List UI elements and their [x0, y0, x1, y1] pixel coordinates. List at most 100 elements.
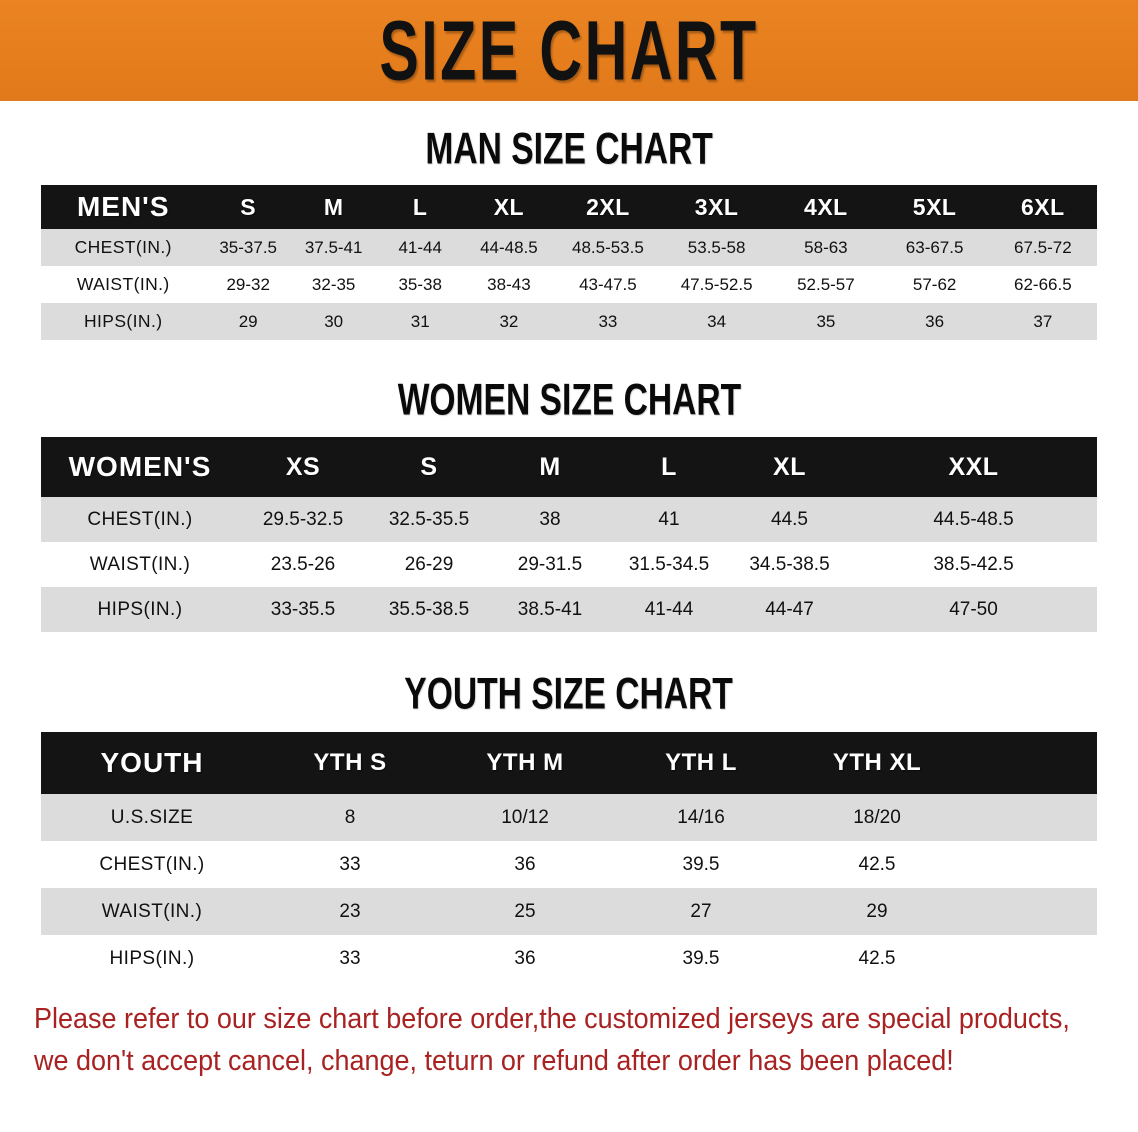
- man-chest-3xl: 53.5-58: [687, 237, 746, 257]
- youth-table-header-row: YOUTH YTH S YTH M YTH L YTH XL: [41, 732, 1097, 794]
- man-size-table: MEN'S S M L XL 2XL 3XL 4XL 5XL 6XL CHEST…: [41, 185, 1097, 340]
- man-hips-3xl: 34: [707, 311, 727, 331]
- youth-chest-m: 36: [514, 853, 536, 875]
- youth-chest-empty: [965, 841, 1097, 888]
- man-col-header-2xl: 2XL: [586, 193, 630, 220]
- youth-corner-label: YOUTH: [100, 747, 204, 778]
- man-chest-6xl: 67.5-72: [1014, 237, 1072, 257]
- man-section-title-text: MAN SIZE CHART: [425, 124, 713, 174]
- man-waist-2xl: 43-47.5: [579, 274, 637, 294]
- man-waist-l: 35-38: [398, 274, 442, 294]
- man-waist-6xl: 62-66.5: [1014, 274, 1072, 294]
- women-chest-xs: 29.5-32.5: [262, 508, 344, 530]
- women-col-header-l: L: [661, 452, 677, 481]
- return-policy-note-line2: we don't accept cancel, change, teturn o…: [34, 1045, 954, 1078]
- women-row-label-waist: WAIST(IN.): [89, 553, 191, 575]
- youth-row-label-hips: HIPS(IN.): [109, 947, 195, 969]
- man-col-header-6xl: 6XL: [1021, 193, 1065, 220]
- women-hips-s: 35.5-38.5: [388, 598, 470, 620]
- table-row: WAIST(IN.) 23 25 27 29: [41, 888, 1097, 935]
- women-waist-xs: 23.5-26: [270, 553, 336, 575]
- man-col-header-3xl: 3XL: [694, 193, 739, 220]
- man-chest-5xl: 63-67.5: [905, 237, 964, 257]
- women-row-label-chest: CHEST(IN.): [87, 508, 193, 530]
- table-row: CHEST(IN.) 35-37.5 37.5-41 41-44 44-48.5…: [41, 229, 1097, 266]
- youth-waist-s: 23: [339, 900, 361, 922]
- women-size-table: WOMEN'S XS S M L XL XXL CHEST(IN.) 29.5-…: [41, 437, 1097, 632]
- youth-col-header-m: YTH M: [486, 749, 564, 776]
- man-table-header-row: MEN'S S M L XL 2XL 3XL 4XL 5XL 6XL: [41, 185, 1097, 229]
- youth-chest-l: 39.5: [682, 853, 720, 875]
- table-row: HIPS(IN.) 33-35.5 35.5-38.5 38.5-41 41-4…: [41, 587, 1097, 632]
- man-chest-s: 35-37.5: [219, 237, 278, 257]
- man-waist-3xl: 47.5-52.5: [680, 274, 753, 294]
- man-waist-xl: 38-43: [487, 274, 531, 294]
- man-chest-2xl: 48.5-53.5: [571, 237, 644, 257]
- women-waist-s: 26-29: [404, 553, 454, 575]
- man-hips-l: 31: [410, 311, 430, 331]
- man-hips-5xl: 36: [925, 311, 945, 331]
- women-waist-m: 29-31.5: [517, 553, 583, 575]
- return-policy-note-line1: Please refer to our size chart before or…: [34, 1003, 1070, 1035]
- man-chest-l: 41-44: [398, 237, 442, 257]
- youth-col-header-s: YTH S: [313, 749, 387, 776]
- youth-col-header-xl: YTH XL: [832, 749, 922, 776]
- youth-chest-xl: 42.5: [858, 853, 896, 875]
- youth-size-table: YOUTH YTH S YTH M YTH L YTH XL U.S.SIZE …: [41, 732, 1097, 982]
- table-row: CHEST(IN.) 33 36 39.5 42.5: [41, 841, 1097, 888]
- women-chest-xl: 44.5: [771, 508, 808, 530]
- women-hips-xl: 44-47: [765, 598, 814, 620]
- man-hips-s: 29: [238, 311, 258, 331]
- youth-waist-empty: [965, 888, 1097, 935]
- women-col-header-m: M: [539, 452, 561, 481]
- women-chest-xxl: 44.5-48.5: [933, 508, 1014, 530]
- man-section-title: MAN SIZE CHART: [0, 124, 1138, 174]
- youth-chest-s: 33: [339, 853, 361, 875]
- women-corner-label: WOMEN'S: [68, 451, 212, 482]
- man-hips-2xl: 33: [598, 311, 618, 331]
- man-row-label-hips: HIPS(IN.): [83, 311, 163, 331]
- youth-waist-l: 27: [690, 900, 712, 922]
- table-row: WAIST(IN.) 29-32 32-35 35-38 38-43 43-47…: [41, 266, 1097, 303]
- table-row: U.S.SIZE 8 10/12 14/16 18/20: [41, 794, 1097, 841]
- women-hips-xxl: 47-50: [949, 598, 998, 620]
- youth-hips-s: 33: [339, 947, 361, 969]
- man-col-header-4xl: 4XL: [804, 193, 848, 220]
- man-chest-xl: 44-48.5: [480, 237, 538, 257]
- man-chest-4xl: 58-63: [804, 237, 848, 257]
- youth-ussize-empty: [965, 794, 1097, 841]
- women-col-header-s: S: [420, 452, 438, 481]
- man-row-label-waist: WAIST(IN.): [76, 274, 170, 294]
- man-waist-5xl: 57-62: [912, 274, 957, 294]
- women-table-header-row: WOMEN'S XS S M L XL XXL: [41, 437, 1097, 497]
- youth-row-label-chest: CHEST(IN.): [99, 853, 205, 875]
- man-col-header-m: M: [323, 193, 344, 220]
- youth-col-header-empty: [965, 732, 1097, 794]
- youth-hips-m: 36: [514, 947, 536, 969]
- women-col-header-xs: XS: [285, 452, 321, 481]
- youth-waist-m: 25: [514, 900, 536, 922]
- youth-waist-xl: 29: [866, 900, 888, 922]
- man-col-header-xl: XL: [493, 193, 525, 220]
- man-hips-xl: 32: [499, 311, 519, 331]
- women-hips-xs: 33-35.5: [270, 598, 336, 620]
- return-policy-note: Please refer to our size chart before or…: [34, 998, 1104, 1082]
- youth-col-header-l: YTH L: [665, 749, 737, 776]
- youth-ussize-m: 10/12: [501, 806, 549, 828]
- youth-hips-xl: 42.5: [858, 947, 896, 969]
- women-section-title-text: WOMEN SIZE CHART: [397, 375, 741, 425]
- women-hips-l: 41-44: [644, 598, 694, 620]
- youth-section-title-text: YOUTH SIZE CHART: [404, 669, 734, 719]
- youth-section-title: YOUTH SIZE CHART: [0, 669, 1138, 719]
- youth-ussize-s: 8: [344, 806, 356, 828]
- table-row: HIPS(IN.) 33 36 39.5 42.5: [41, 935, 1097, 982]
- man-col-header-s: S: [240, 193, 257, 220]
- youth-row-label-waist: WAIST(IN.): [101, 900, 203, 922]
- youth-hips-empty: [965, 935, 1097, 982]
- women-waist-xxl: 38.5-42.5: [933, 553, 1014, 575]
- man-row-label-chest: CHEST(IN.): [74, 237, 172, 257]
- table-row: CHEST(IN.) 29.5-32.5 32.5-35.5 38 41 44.…: [41, 497, 1097, 542]
- women-chest-s: 32.5-35.5: [388, 508, 470, 530]
- women-col-header-xxl: XXL: [948, 452, 999, 481]
- man-hips-4xl: 35: [816, 311, 836, 331]
